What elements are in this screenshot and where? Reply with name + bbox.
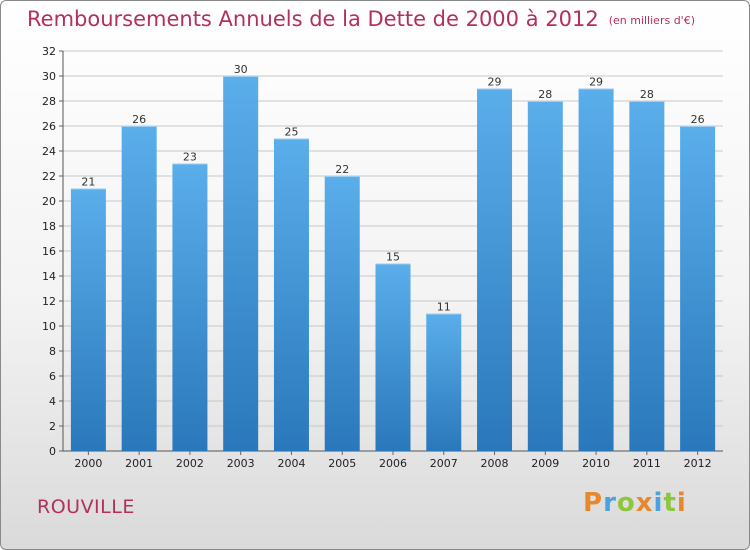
y-tick-label: 8 (49, 345, 56, 358)
bar-value-label: 28 (640, 88, 654, 101)
y-tick-label: 0 (49, 445, 56, 458)
bar-value-label: 11 (437, 301, 451, 314)
x-tick-label: 2003 (227, 457, 255, 470)
bar (223, 76, 259, 451)
bar-value-label: 22 (335, 163, 349, 176)
x-tick-label: 2004 (277, 457, 305, 470)
y-tick-label: 18 (42, 220, 56, 233)
y-tick-label: 2 (49, 420, 56, 433)
bar-value-label: 21 (81, 176, 95, 189)
city-name: ROUVILLE (37, 496, 135, 518)
x-tick-label: 2011 (633, 457, 661, 470)
x-tick-label: 2005 (328, 457, 356, 470)
x-tick-label: 2000 (74, 457, 102, 470)
chart-title: Remboursements Annuels de la Dette de 20… (27, 7, 695, 31)
logo-letter: P (583, 488, 604, 518)
proxiti-logo[interactable]: Proxiti (583, 488, 687, 518)
bar (375, 263, 411, 451)
bar-value-label: 26 (132, 113, 146, 126)
y-tick-label: 24 (42, 145, 56, 158)
x-tick-label: 2002 (176, 457, 204, 470)
bar-value-label: 15 (386, 251, 400, 264)
bar (426, 313, 462, 451)
y-tick-label: 22 (42, 170, 56, 183)
bar-value-label: 29 (488, 76, 502, 89)
x-tick-label: 2008 (481, 457, 509, 470)
bar-value-label: 23 (183, 151, 197, 164)
x-tick-label: 2012 (684, 457, 712, 470)
bar (273, 138, 309, 451)
bar (121, 126, 157, 451)
y-tick-label: 6 (49, 370, 56, 383)
bar-value-label: 25 (284, 126, 298, 139)
logo-letter: i (653, 488, 664, 518)
logo-letter: t (663, 488, 677, 518)
y-tick-label: 14 (42, 270, 56, 283)
y-tick-label: 4 (49, 395, 56, 408)
y-tick-label: 26 (42, 120, 56, 133)
logo-letter: r (603, 488, 617, 518)
bar (324, 176, 360, 451)
bar-value-label: 30 (234, 63, 248, 76)
y-tick-label: 30 (42, 70, 56, 83)
y-tick-label: 10 (42, 320, 56, 333)
logo-letter: i (676, 488, 687, 518)
bar-value-label: 29 (589, 76, 603, 89)
bar (477, 88, 513, 451)
title-main: Remboursements Annuels de la Dette de 20… (27, 7, 599, 31)
y-tick-label: 28 (42, 95, 56, 108)
y-tick-label: 16 (42, 245, 56, 258)
y-tick-label: 12 (42, 295, 56, 308)
bar (578, 88, 614, 451)
bar (70, 188, 106, 451)
bar (172, 163, 208, 451)
bar (680, 126, 716, 451)
x-tick-label: 2006 (379, 457, 407, 470)
bar-value-label: 26 (691, 113, 705, 126)
x-tick-label: 2009 (531, 457, 559, 470)
y-tick-label: 32 (42, 45, 56, 58)
bar (629, 101, 665, 451)
y-tick-label: 20 (42, 195, 56, 208)
bar (527, 101, 563, 451)
x-tick-label: 2007 (430, 457, 458, 470)
x-tick-label: 2001 (125, 457, 153, 470)
logo-letter: x (635, 488, 654, 518)
title-unit: (en milliers d'€) (608, 14, 695, 27)
x-tick-label: 2010 (582, 457, 610, 470)
bar-value-label: 28 (538, 88, 552, 101)
logo-letter: o (616, 488, 636, 518)
